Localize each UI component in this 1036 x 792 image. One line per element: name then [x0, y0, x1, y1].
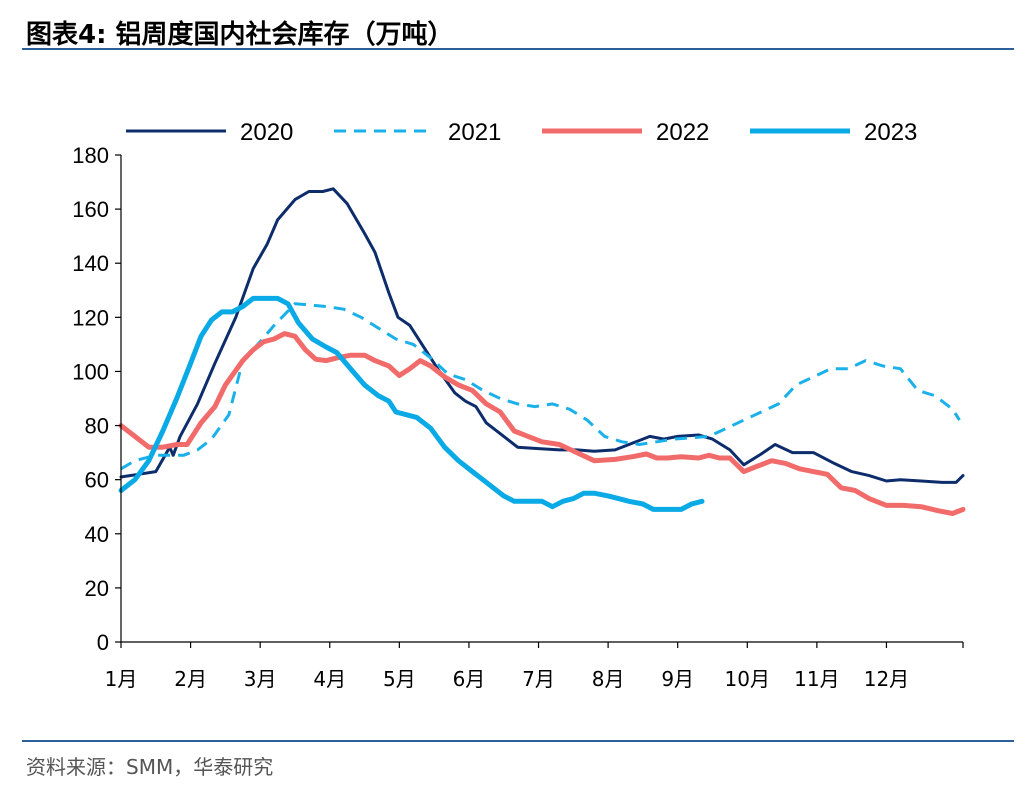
x-tick-label: 4月 — [313, 667, 346, 691]
legend-label-2022: 2022 — [656, 119, 709, 146]
title-divider — [22, 48, 1014, 50]
x-tick-label: 10月 — [725, 667, 770, 691]
axes: 0 20 40 60 80 100 120 140 160 180 1月 2月 3月 4月 5月 6月 7月 8月… — [72, 143, 964, 691]
series-line-2023 — [118, 295, 705, 512]
legend: 2020 2021 2022 2023 — [126, 119, 917, 146]
x-tick-label: 7月 — [522, 667, 555, 691]
plot-area — [118, 187, 966, 516]
y-tick-label: 40 — [85, 522, 109, 547]
legend-label-2023: 2023 — [864, 119, 917, 146]
x-tick-label: 6月 — [453, 667, 486, 691]
x-tick-label: 2月 — [174, 667, 207, 691]
x-tick-label: 8月 — [592, 667, 625, 691]
series-line-2022 — [118, 331, 966, 516]
x-tick-label: 3月 — [244, 667, 277, 691]
y-tick-label: 160 — [72, 197, 109, 222]
x-tick-label: 9月 — [661, 667, 694, 691]
y-tick-label: 20 — [85, 576, 109, 601]
x-tick-label: 12月 — [864, 667, 909, 691]
y-tick-label: 60 — [85, 468, 109, 493]
footer-divider — [22, 740, 1014, 742]
x-tick-label: 5月 — [383, 667, 416, 691]
source-note: 资料来源：SMM，华泰研究 — [26, 755, 274, 779]
legend-label-2020: 2020 — [240, 119, 293, 146]
y-tick-label: 80 — [85, 414, 109, 439]
legend-label-2021: 2021 — [448, 119, 501, 146]
y-tick-label: 0 — [97, 630, 109, 655]
chart-title: 图表4: 铝周度国内社会库存（万吨） — [26, 20, 454, 50]
series-line-2020 — [119, 187, 965, 484]
y-tick-label: 120 — [72, 305, 109, 330]
y-tick-label: 140 — [72, 251, 109, 276]
x-tick-label: 11月 — [794, 667, 839, 691]
y-tick-label: 100 — [72, 359, 109, 384]
x-tick-label: 1月 — [105, 667, 138, 691]
y-tick-label: 180 — [72, 143, 109, 168]
series-line-2021 — [120, 302, 961, 471]
line-chart: 2020 2021 2022 2023 0 20 40 60 80 100 120 140 160 18… — [72, 119, 966, 691]
